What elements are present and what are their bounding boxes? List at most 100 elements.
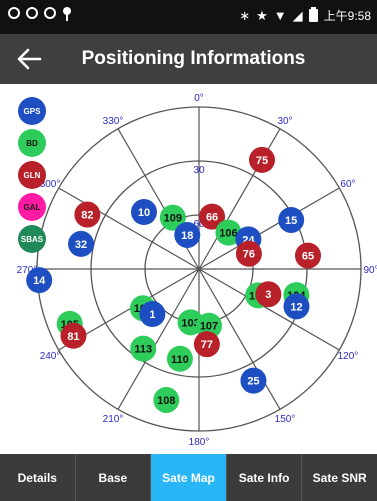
satellite-marker[interactable]: 15 <box>278 206 305 233</box>
satellite-marker[interactable]: 65 <box>294 242 321 269</box>
satellite-marker[interactable]: 109 <box>159 204 186 231</box>
satellite-id: 107 <box>200 321 218 333</box>
satellite-id: 65 <box>302 251 314 263</box>
satellite-dot <box>153 386 180 413</box>
tab-sate-map[interactable]: Sate Map <box>151 454 227 501</box>
satellite-marker[interactable]: 25 <box>240 367 267 394</box>
satellite-id: 113 <box>134 344 152 356</box>
satellites: 7515106610910624187665823214105811021103… <box>26 146 321 413</box>
tab-details[interactable]: Details <box>0 454 76 501</box>
satellite-marker[interactable]: 77 <box>193 331 220 358</box>
constellation-legend: GPS BD GLN GAL SBAS <box>18 97 52 257</box>
satellite-id: 1 <box>149 309 155 321</box>
azimuth-spoke <box>117 128 200 270</box>
satellite-dot <box>68 230 95 257</box>
satellite-id: 32 <box>75 239 87 251</box>
satellite-dot <box>74 201 101 228</box>
azimuth-label: 150° <box>275 414 296 425</box>
azimuth-spoke <box>198 187 340 270</box>
satellite-id: 108 <box>157 395 175 407</box>
satellite-marker[interactable]: 110 <box>166 345 193 372</box>
satellite-id: 81 <box>67 331 79 343</box>
satellite-id: 18 <box>181 230 193 242</box>
satellite-dot <box>255 281 282 308</box>
elevation-label: 60 <box>193 219 205 230</box>
azimuth-label: 330° <box>103 116 124 127</box>
satellite-id: 76 <box>243 249 255 261</box>
app-bar: Positioning Informations <box>0 34 377 84</box>
azimuth-label: 90° <box>363 265 377 276</box>
satellite-id: 66 <box>206 212 218 224</box>
satellite-dot <box>139 301 166 328</box>
tab-sate-info[interactable]: Sate Info <box>227 454 303 501</box>
satellite-marker[interactable]: 66 <box>199 203 226 230</box>
azimuth-label: 240° <box>40 351 61 362</box>
azimuth-label: 270° <box>17 265 38 276</box>
wifi-icon: ▼ <box>273 7 287 23</box>
satellite-dot <box>278 206 305 233</box>
satellite-dot <box>215 219 242 246</box>
azimuth-label: 0° <box>194 93 204 104</box>
status-notification-icons <box>8 7 72 21</box>
satellite-dot <box>60 322 87 349</box>
satellite-id: 103 <box>181 317 199 329</box>
azimuth-spoke <box>58 187 200 270</box>
azimuth-spoke <box>198 268 281 410</box>
satellite-id: 106 <box>219 228 237 240</box>
sky-plot: 0° 30° 60° 90° 120° 150° 180° 210° 240° 270° 300° 3… <box>17 93 377 448</box>
azimuth-labels: 0° 30° 60° 90° 120° 150° 180° 210° 240° 270° 300° 3… <box>17 93 377 448</box>
satellite-marker[interactable]: 108 <box>153 386 180 413</box>
satellite-id: 15 <box>285 215 297 227</box>
satellite-marker[interactable]: 82 <box>74 201 101 228</box>
azimuth-spoke <box>117 268 200 410</box>
satellite-dot <box>294 242 321 269</box>
sky-plot-grid <box>36 106 362 432</box>
satellite-marker[interactable]: 10 <box>130 199 157 226</box>
satellite-dot <box>130 335 157 362</box>
notification-circle-icon <box>26 7 38 19</box>
legend-item-sbas: SBAS <box>18 225 46 253</box>
status-system-icons: ∗ ★ ▼ ◢ 上午9:58 <box>239 7 371 24</box>
legend-item-gal: GAL <box>18 193 46 221</box>
satellite-dot <box>235 240 262 267</box>
elevation-labels: 30 60 <box>193 165 205 230</box>
satellite-marker[interactable]: 106 <box>215 219 242 246</box>
location-pin-icon <box>62 7 72 21</box>
satellite-marker[interactable]: 32 <box>68 230 95 257</box>
satellite-marker[interactable]: 75 <box>249 146 275 173</box>
satellite-marker[interactable]: 81 <box>60 322 87 349</box>
satellite-marker[interactable]: 1 <box>139 301 166 328</box>
satellite-id: 3 <box>265 289 271 301</box>
satellite-id: 14 <box>33 275 46 287</box>
tab-sate-snr[interactable]: Sate SNR <box>312 470 367 485</box>
bottom-tab-bar: Details Base Sate Map Sate Info Sate SNR <box>0 454 377 501</box>
satellite-dot <box>26 267 53 294</box>
legend-item-gln: GLN <box>18 161 46 189</box>
star-icon: ★ <box>256 7 268 23</box>
satellite-marker[interactable]: 14 <box>26 267 53 294</box>
satellite-dot <box>193 331 220 358</box>
satellite-id: 77 <box>201 339 213 351</box>
signal-icon: ◢ <box>292 7 303 23</box>
satellite-id: 12 <box>290 301 302 313</box>
satellite-dot <box>199 203 226 230</box>
satellite-marker[interactable]: 113 <box>130 335 157 362</box>
satellite-dot <box>283 293 310 320</box>
satellite-dot <box>249 146 275 173</box>
page-title: Positioning Informations <box>81 48 306 69</box>
tab-base[interactable]: Base <box>76 454 152 501</box>
bluetooth-icon: ∗ <box>239 7 251 23</box>
satellite-marker[interactable]: 3 <box>255 281 282 308</box>
legend-item-bd: BD <box>18 129 46 157</box>
battery-icon <box>308 7 318 22</box>
status-time: 上午9:58 <box>323 9 371 23</box>
satellite-marker[interactable]: 18 <box>174 221 201 248</box>
satellite-dot <box>159 204 186 231</box>
satellite-marker[interactable]: 76 <box>235 240 262 267</box>
satellite-dot <box>240 367 267 394</box>
legend-item-gps: GPS <box>18 97 46 125</box>
azimuth-label: 30° <box>277 116 292 127</box>
back-arrow-icon[interactable] <box>14 44 44 74</box>
satellite-marker[interactable]: 12 <box>283 293 310 320</box>
notification-circle-icon <box>44 7 56 19</box>
